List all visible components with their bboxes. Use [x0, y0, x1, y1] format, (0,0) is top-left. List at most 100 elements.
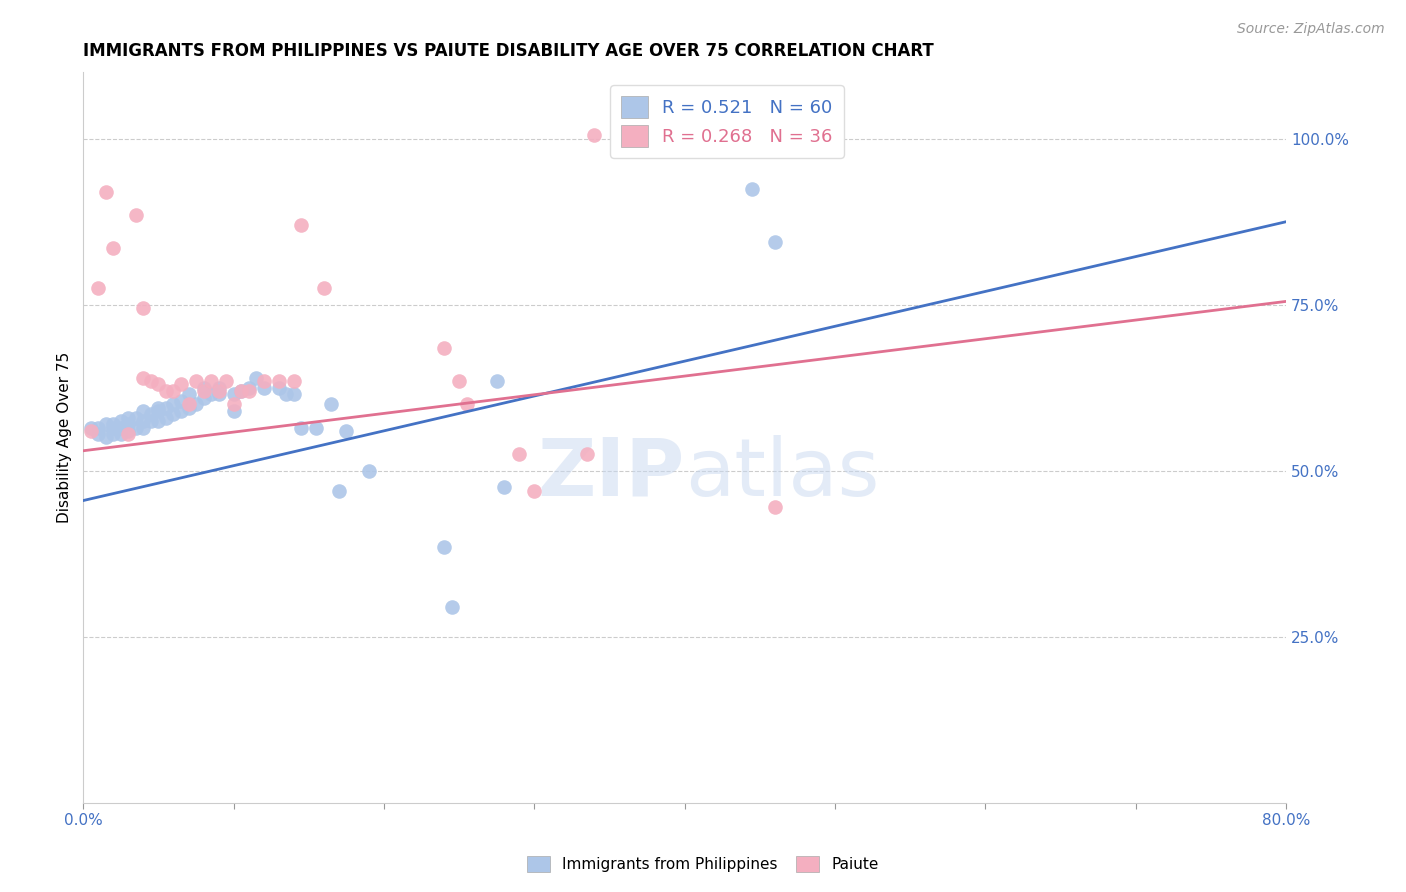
Point: [200, 374, 222, 388]
Point: [87, 281, 110, 295]
Point: [305, 420, 328, 434]
Point: [103, 417, 125, 432]
Point: [162, 407, 184, 421]
Point: [267, 381, 290, 395]
Point: [449, 374, 471, 388]
Point: [139, 414, 162, 428]
Point: [94, 185, 117, 199]
Point: [148, 377, 170, 392]
Y-axis label: Disability Age Over 75: Disability Age Over 75: [58, 351, 72, 523]
Point: [110, 427, 132, 442]
Point: [763, 235, 786, 249]
Point: [283, 374, 305, 388]
Point: [110, 414, 132, 428]
Point: [575, 447, 598, 461]
Point: [177, 397, 200, 411]
Point: [193, 381, 215, 395]
Point: [312, 281, 335, 295]
Point: [103, 420, 125, 434]
Point: [335, 424, 357, 438]
Point: [103, 241, 125, 255]
Point: [132, 414, 155, 428]
Text: atlas: atlas: [685, 435, 879, 513]
Legend: R = 0.521   N = 60, R = 0.268   N = 36: R = 0.521 N = 60, R = 0.268 N = 36: [610, 85, 844, 158]
Point: [222, 397, 245, 411]
Point: [207, 384, 229, 398]
Point: [276, 387, 298, 401]
Point: [433, 540, 456, 554]
Point: [162, 384, 184, 398]
Point: [125, 208, 148, 222]
Point: [162, 397, 184, 411]
Point: [110, 420, 132, 434]
Point: [238, 381, 260, 395]
Point: [117, 424, 139, 438]
Point: [290, 420, 312, 434]
Point: [763, 500, 786, 515]
Point: [170, 377, 193, 392]
Point: [170, 394, 193, 409]
Point: [94, 417, 117, 432]
Point: [103, 427, 125, 442]
Point: [440, 599, 463, 614]
Point: [433, 341, 456, 355]
Point: [125, 410, 148, 425]
Point: [748, 128, 770, 143]
Point: [207, 387, 229, 401]
Point: [139, 374, 162, 388]
Point: [132, 301, 155, 315]
Point: [238, 384, 260, 398]
Point: [155, 410, 177, 425]
Point: [132, 370, 155, 384]
Point: [523, 483, 546, 498]
Point: [231, 384, 253, 398]
Point: [125, 420, 148, 434]
Point: [170, 404, 193, 418]
Point: [456, 397, 478, 411]
Point: [290, 218, 312, 232]
Point: [328, 483, 350, 498]
Text: Source: ZipAtlas.com: Source: ZipAtlas.com: [1237, 22, 1385, 37]
Point: [231, 384, 253, 398]
Point: [139, 407, 162, 421]
Legend: Immigrants from Philippines, Paiute: Immigrants from Philippines, Paiute: [520, 848, 886, 880]
Point: [193, 384, 215, 398]
Point: [148, 414, 170, 428]
Point: [583, 128, 606, 143]
Point: [222, 404, 245, 418]
Point: [253, 381, 276, 395]
Point: [200, 387, 222, 401]
Point: [741, 181, 763, 195]
Point: [155, 384, 177, 398]
Point: [184, 397, 207, 411]
Point: [148, 401, 170, 415]
Point: [666, 128, 689, 143]
Point: [267, 374, 290, 388]
Text: IMMIGRANTS FROM PHILIPPINES VS PAIUTE DISABILITY AGE OVER 75 CORRELATION CHART: IMMIGRANTS FROM PHILIPPINES VS PAIUTE DI…: [83, 42, 934, 60]
Point: [193, 391, 215, 405]
Point: [177, 401, 200, 415]
Point: [508, 447, 530, 461]
Point: [184, 374, 207, 388]
Point: [215, 374, 238, 388]
Point: [94, 430, 117, 444]
Point: [245, 370, 267, 384]
Point: [132, 420, 155, 434]
Point: [155, 401, 177, 415]
Point: [117, 417, 139, 432]
Point: [494, 480, 516, 494]
Point: [321, 397, 343, 411]
Point: [132, 404, 155, 418]
Point: [80, 424, 103, 438]
Point: [87, 420, 110, 434]
Point: [117, 410, 139, 425]
Point: [485, 374, 508, 388]
Text: ZIP: ZIP: [537, 435, 685, 513]
Point: [87, 427, 110, 442]
Point: [117, 427, 139, 442]
Point: [207, 381, 229, 395]
Point: [357, 464, 380, 478]
Point: [222, 387, 245, 401]
Point: [177, 387, 200, 401]
Point: [253, 374, 276, 388]
